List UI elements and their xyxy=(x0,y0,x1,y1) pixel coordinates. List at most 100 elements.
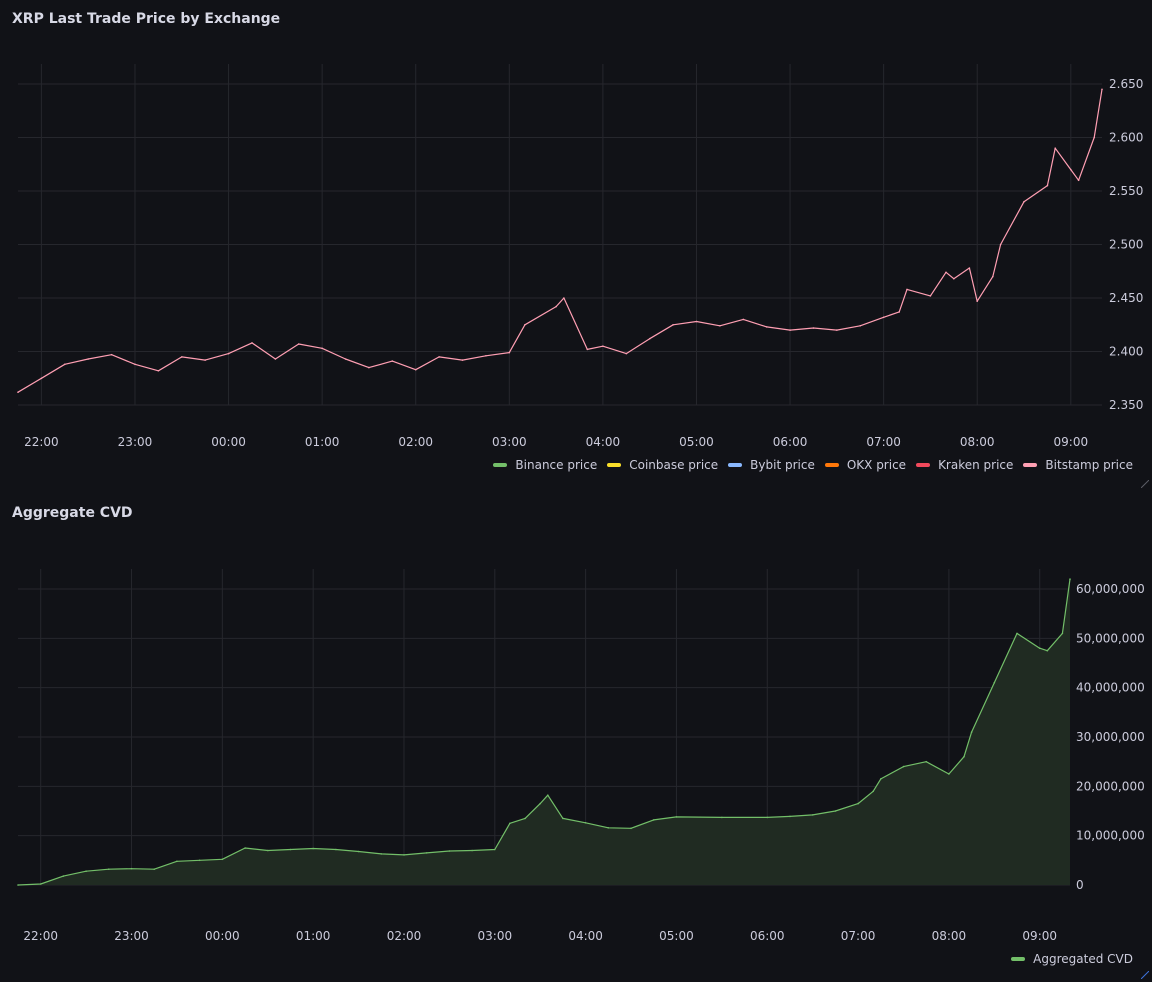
data-point xyxy=(391,360,394,362)
resize-handle-icon[interactable] xyxy=(1141,480,1149,488)
data-point xyxy=(993,681,996,684)
data-point xyxy=(902,765,905,768)
legend-swatch-icon xyxy=(493,463,508,467)
data-point xyxy=(130,867,133,870)
data-point xyxy=(992,275,994,278)
x-tick-label: 03:00 xyxy=(478,929,513,943)
x-tick-label: 06:00 xyxy=(773,435,808,449)
data-point xyxy=(461,359,464,361)
data-point xyxy=(675,816,678,818)
legend-item[interactable]: Bybit price xyxy=(728,458,815,472)
data-point xyxy=(134,363,136,366)
data-point xyxy=(721,816,723,819)
data-point xyxy=(547,794,549,796)
x-tick-label: 07:00 xyxy=(841,929,876,943)
legend-item[interactable]: Binance price xyxy=(493,458,597,472)
resize-handle-icon[interactable] xyxy=(1141,971,1149,979)
x-tick-label: 06:00 xyxy=(750,929,785,943)
legend-item[interactable]: Kraken price xyxy=(916,458,1013,472)
x-tick-label: 04:00 xyxy=(586,435,621,449)
data-point xyxy=(857,802,859,805)
data-point xyxy=(999,243,1002,246)
x-tick-label: 22:00 xyxy=(23,929,58,943)
series-area xyxy=(18,579,1070,885)
data-point xyxy=(357,850,360,853)
panel-title: Aggregate CVD xyxy=(12,505,133,521)
data-point xyxy=(1093,136,1095,139)
data-point xyxy=(925,760,927,763)
data-point xyxy=(414,368,417,371)
legend-item[interactable]: Coinbase price xyxy=(607,458,718,472)
y-tick-label: 20,000,000 xyxy=(1076,779,1145,793)
data-point xyxy=(110,353,113,356)
legend-item[interactable]: Bitstamp price xyxy=(1023,458,1133,472)
x-tick-label: 23:00 xyxy=(114,929,149,943)
x-tick-label: 02:00 xyxy=(398,435,433,449)
data-point xyxy=(562,817,564,820)
legend-swatch-icon xyxy=(607,463,622,467)
data-point xyxy=(1069,578,1071,580)
data-point xyxy=(929,295,932,297)
data-point xyxy=(438,356,440,358)
data-point xyxy=(1077,179,1080,182)
data-point xyxy=(563,297,565,299)
data-point xyxy=(181,356,183,358)
data-point xyxy=(898,311,900,313)
gridlines xyxy=(18,64,1102,406)
data-point xyxy=(859,325,861,327)
legend-label: Kraken price xyxy=(938,458,1014,472)
data-point xyxy=(1016,632,1018,635)
y-tick-label: 2.500 xyxy=(1109,238,1143,252)
x-tick-label: 05:00 xyxy=(679,435,714,449)
legend-item[interactable]: OKX price xyxy=(824,458,907,472)
data-point xyxy=(289,848,292,851)
data-point xyxy=(335,848,337,851)
legend-swatch-icon xyxy=(1023,463,1038,467)
x-tick-label: 00:00 xyxy=(211,435,246,449)
data-point xyxy=(648,337,651,340)
data-point xyxy=(976,300,978,303)
y-tick-label: 30,000,000 xyxy=(1076,730,1145,744)
data-point xyxy=(153,868,155,870)
data-point xyxy=(586,348,589,351)
y-tick-label: 2.550 xyxy=(1109,184,1143,198)
data-point xyxy=(221,858,224,861)
x-tick-label: 00:00 xyxy=(205,929,240,943)
data-point xyxy=(695,320,698,323)
data-point xyxy=(198,859,201,862)
legend-item[interactable]: Aggregated CVD xyxy=(1011,952,1133,966)
data-point xyxy=(64,363,66,366)
data-point xyxy=(485,355,487,357)
data-point xyxy=(1038,647,1041,649)
y-tick-label: 2.400 xyxy=(1109,345,1143,359)
data-point xyxy=(62,875,65,877)
legend-label: Coinbase price xyxy=(629,458,719,472)
legend-label: Aggregated CVD xyxy=(1033,952,1133,966)
series-line xyxy=(17,89,1103,393)
x-tick-label: 09:00 xyxy=(1022,929,1057,943)
data-point xyxy=(719,325,721,327)
data-point xyxy=(251,342,253,344)
data-point xyxy=(227,352,230,355)
y-tick-label: 50,000,000 xyxy=(1076,631,1145,645)
data-point xyxy=(948,773,950,775)
data-point xyxy=(344,358,347,360)
legend-label: Bitstamp price xyxy=(1045,458,1133,472)
data-point xyxy=(584,822,587,824)
x-tick-label: 22:00 xyxy=(24,435,59,449)
data-point xyxy=(1054,147,1056,149)
data-point xyxy=(312,847,315,850)
data-point xyxy=(811,814,814,816)
y-tick-label: 0 xyxy=(1076,878,1084,892)
data-point xyxy=(274,358,277,360)
price-chart[interactable]: 2.350 2.400 2.450 2.500 2.550 2.600 2.650 22:00… xyxy=(0,0,1152,491)
cvd-chart[interactable]: 0 10,000,000 20,000,000 30,000,000 40,000,00… xyxy=(0,495,1152,982)
data-point xyxy=(17,391,19,394)
data-point xyxy=(1101,88,1103,91)
legend-label: Binance price xyxy=(515,458,598,472)
data-point xyxy=(471,849,473,852)
data-point xyxy=(448,850,451,852)
legend-label: OKX price xyxy=(846,458,907,472)
data-point xyxy=(368,366,370,369)
y-tick-label: 10,000,000 xyxy=(1076,829,1145,843)
